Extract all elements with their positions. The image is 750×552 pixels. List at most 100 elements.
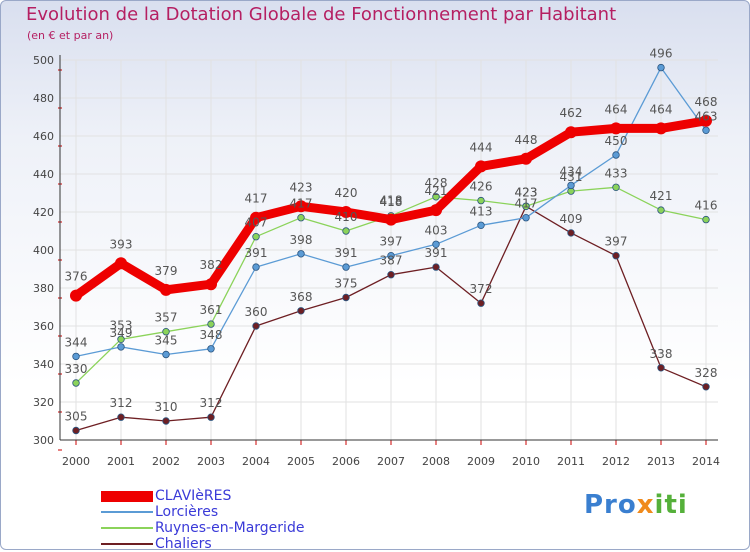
data-label: 348 [200,328,223,342]
data-point [702,126,710,134]
y-tick-label: 420 [33,206,54,219]
data-point [342,227,350,235]
data-label: 328 [695,366,718,380]
data-point [612,183,620,191]
x-tick-label: 2011 [557,455,585,468]
data-point [522,202,530,210]
data-label: 397 [605,235,628,249]
data-point [162,328,170,336]
data-point [295,200,307,213]
data-label: 345 [155,334,178,348]
chart-subtitle: (en € et par an) [27,29,114,42]
data-labels: 305 312 310 312 360 368 375 387 391 372 423 409 397 3… [65,47,718,424]
data-point [565,126,577,139]
legend-swatch [101,543,153,545]
data-label: 391 [335,246,358,260]
data-point [657,63,665,72]
data-label: 409 [560,212,583,226]
data-label: 330 [65,362,88,376]
data-point [70,289,82,302]
data-point [432,263,440,271]
data-point [430,204,442,217]
data-point [387,251,395,260]
data-label: 423 [290,180,313,194]
data-point [655,122,667,135]
data-point [477,299,485,307]
data-point [342,263,350,271]
data-label: 312 [110,396,133,410]
data-label: 376 [65,270,88,284]
y-tick-label: 480 [33,92,54,105]
data-label: 391 [425,246,448,260]
data-point [612,151,620,159]
data-label: 360 [245,305,268,319]
y-tick-label: 400 [33,244,54,257]
data-point [612,251,620,260]
legend-swatch [101,511,153,513]
data-label: 417 [245,192,268,206]
x-tick-label: 2012 [602,455,630,468]
data-label: 357 [155,311,178,325]
data-label: 468 [695,95,718,109]
data-point [117,343,125,351]
data-label: 462 [560,106,583,120]
data-label: 433 [605,166,628,180]
data-point [340,206,352,218]
data-label: 413 [470,204,493,218]
x-tick-label: 2002 [152,455,180,468]
data-point [567,229,575,237]
x-tick-label: 2001 [107,455,135,468]
data-label: 496 [650,47,673,61]
data-point [657,364,665,372]
data-label: 464 [605,102,628,116]
data-point [162,417,170,425]
data-point [72,426,80,435]
data-label: 361 [200,303,223,317]
data-label: 398 [290,233,313,247]
x-tick-label: 2000 [62,455,90,468]
data-point [522,213,530,222]
data-label: 420 [335,186,358,200]
legend-label: CLAVIèRES [155,488,232,504]
x-tick-label: 2006 [332,455,360,468]
data-point [385,213,397,226]
data-point [252,263,260,271]
data-point [432,240,440,248]
x-tick-label: 2008 [422,455,450,468]
data-point [117,335,125,343]
chart-title: Evolution de la Dotation Globale de Fonc… [26,4,617,25]
data-point [117,413,125,421]
gridlines [60,59,718,441]
data-point [205,278,217,291]
data-point [297,213,305,222]
data-label: 397 [380,235,403,249]
data-label: 428 [425,176,448,190]
data-label: 431 [560,170,583,184]
y-tick-label: 340 [33,358,54,371]
data-point [432,193,440,201]
x-tick-label: 2014 [692,455,720,468]
x-tick-label: 2013 [647,455,675,468]
data-point [477,221,485,229]
data-label: 368 [290,290,313,304]
data-label: 417 [515,197,538,211]
y-tick-label: 500 [33,54,54,67]
logo-part-3: iti [654,490,688,520]
data-label: 310 [155,400,178,414]
data-point [115,257,127,270]
data-label: 410 [335,210,358,224]
data-point [567,181,575,190]
legend-label: Chaliers [155,536,212,552]
data-label: 417 [290,197,313,211]
data-label: 423 [515,185,538,199]
data-point [477,196,485,205]
data-label: 418 [380,195,403,209]
legend-label: Ruynes-en-Margeride [155,520,305,536]
data-point [207,320,215,328]
data-point [700,114,712,127]
data-label: 450 [605,134,628,148]
data-label: 421 [425,184,448,198]
data-point [72,379,80,387]
